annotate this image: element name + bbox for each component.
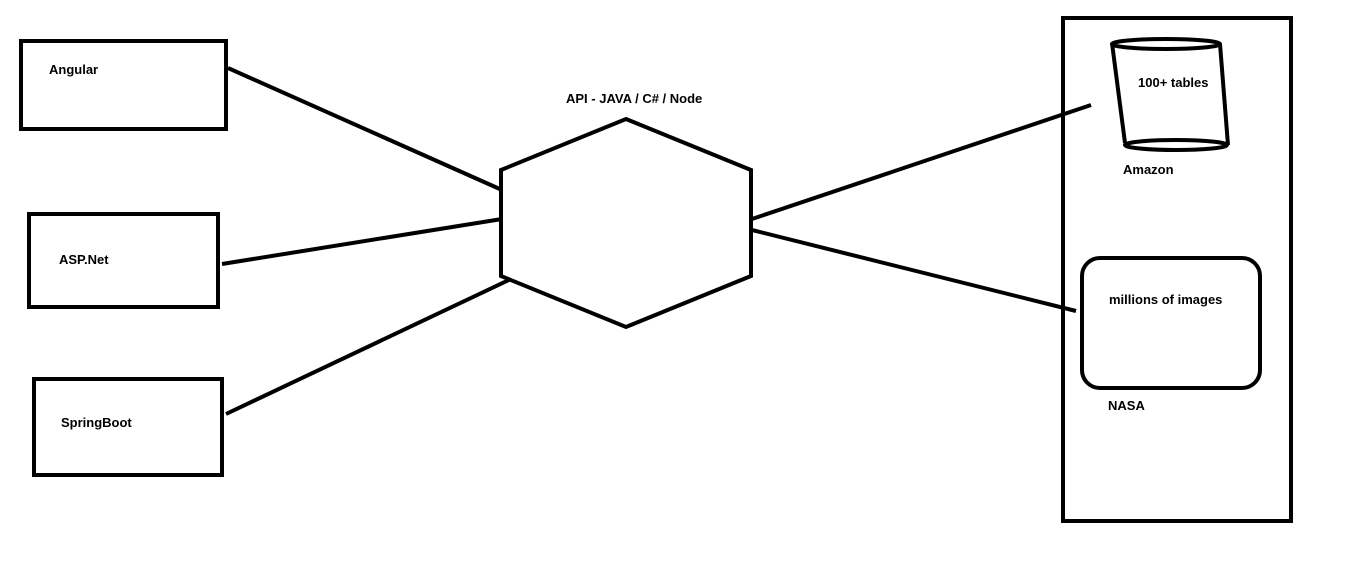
image-store-content-label: millions of images <box>1109 292 1222 307</box>
connector-api-image-store <box>751 228 1077 313</box>
image-store-box <box>1080 256 1262 390</box>
client-box <box>27 212 220 309</box>
image-store: millions of images <box>1080 256 1262 390</box>
client-box <box>32 377 224 477</box>
database-content-label: 100+ tables <box>1138 75 1208 90</box>
database-caption: Amazon <box>1123 162 1174 177</box>
database-body <box>1110 42 1230 146</box>
client-box <box>19 39 228 131</box>
api-label: API - JAVA / C# / Node <box>566 91 702 106</box>
client-label: Angular <box>49 62 98 77</box>
client-label: ASP.Net <box>59 252 109 267</box>
backend-container: 100+ tables Amazon millions of images NA… <box>1061 16 1293 523</box>
database-bottom <box>1123 138 1229 152</box>
database-top <box>1110 37 1222 51</box>
connector-springboot-api <box>225 277 512 416</box>
client-label: SpringBoot <box>61 415 132 430</box>
connector-aspnet-api <box>221 217 503 266</box>
client-angular: Angular <box>19 39 228 131</box>
database-cylinder: 100+ tables <box>1110 37 1230 152</box>
connector-angular-api <box>227 66 503 192</box>
api-node: API - JAVA / C# / Node <box>499 91 753 330</box>
image-store-caption: NASA <box>1108 398 1145 413</box>
api-hexagon <box>499 116 753 330</box>
connectors <box>221 66 1092 416</box>
client-springboot: SpringBoot <box>32 377 224 477</box>
client-aspnet: ASP.Net <box>27 212 220 309</box>
backend-box <box>1061 16 1293 523</box>
connector-api-database <box>751 103 1092 221</box>
